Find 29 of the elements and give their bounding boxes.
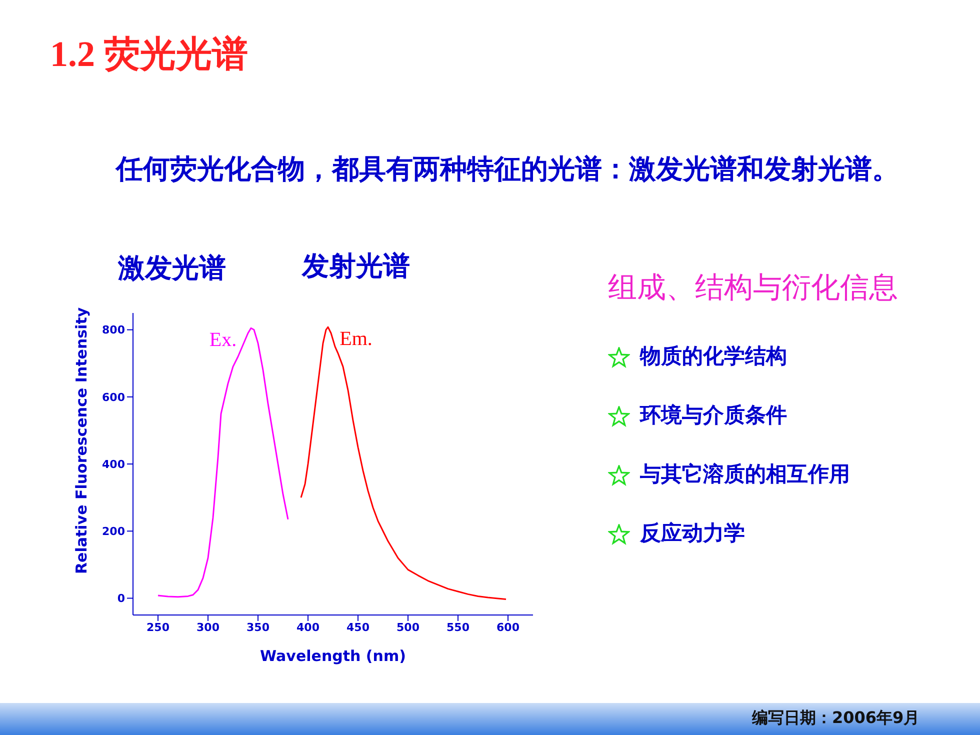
text: 编写日期：2006年9月 [752, 708, 920, 729]
x-tick-label: 350 [246, 620, 270, 634]
x-tick-label: 450 [346, 620, 370, 634]
text: 环境与介质条件 [640, 402, 787, 429]
series-label: Em. [340, 328, 372, 350]
x-tick-label: 500 [396, 620, 420, 634]
line-series [300, 326, 507, 600]
text: 组成、结构与衍化信息 [608, 269, 898, 306]
y-axis-title: Relative Fluorescence Intensity [72, 307, 90, 574]
x-tick-label: 400 [296, 620, 320, 634]
y-tick-label: 200 [102, 525, 126, 538]
text: 物质的化学结构 [640, 343, 787, 370]
x-tick-label: 250 [146, 620, 170, 634]
text: 反应动力学 [640, 520, 745, 547]
x-axis-title: Wavelength (nm) [260, 647, 406, 665]
x-tick-label: 300 [196, 620, 220, 634]
y-tick-label: 400 [102, 458, 126, 471]
x-tick-label: 550 [446, 620, 470, 634]
y-tick-label: 800 [102, 324, 126, 337]
text: 发射光谱 [302, 250, 410, 284]
chart-title: 1.2 荧光光谱 [50, 33, 248, 76]
line-series [157, 327, 289, 598]
y-tick-label: 0 [117, 592, 126, 606]
text: 与其它溶质的相互作用 [640, 461, 850, 488]
y-tick-label: 600 [102, 390, 126, 404]
text: 激发光谱 [118, 252, 226, 286]
chart-subtitle: 任何荧光化合物，都具有两种特征的光谱：激发光谱和发射光谱。 [114, 153, 900, 187]
x-tick-label: 600 [496, 620, 520, 634]
series-label: Ex. [209, 329, 237, 352]
